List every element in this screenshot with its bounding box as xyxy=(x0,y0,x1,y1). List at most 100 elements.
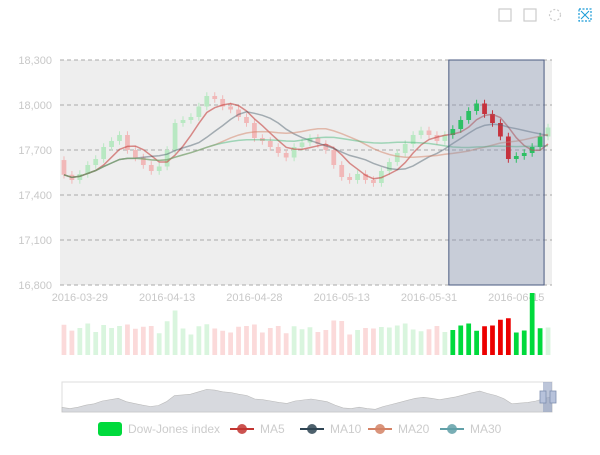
volume-bar xyxy=(259,332,265,355)
volume-bar xyxy=(236,326,241,355)
candle xyxy=(402,140,408,157)
volume-bar xyxy=(180,328,186,355)
volume-bar xyxy=(418,331,424,355)
volume-bar xyxy=(228,332,233,355)
candle-body xyxy=(85,165,91,174)
candle-body xyxy=(498,123,503,137)
candle-body xyxy=(101,147,107,159)
volume-bar xyxy=(307,327,313,355)
volume-bar xyxy=(458,325,464,355)
candle-body xyxy=(410,135,416,144)
candle xyxy=(267,137,273,151)
volume-bar xyxy=(521,330,527,355)
volume-bar xyxy=(315,332,321,355)
candle xyxy=(347,173,353,184)
candle xyxy=(61,156,67,179)
candle xyxy=(283,149,289,162)
candle-body xyxy=(482,103,487,114)
candle-body xyxy=(228,106,233,110)
candle xyxy=(244,113,249,127)
candle-body xyxy=(188,117,194,120)
candle xyxy=(212,92,218,103)
candle xyxy=(252,119,257,142)
legend-marker xyxy=(307,424,317,434)
candle-body xyxy=(291,147,297,158)
x-tick-label: 2016-04-13 xyxy=(139,292,195,304)
volume-bar xyxy=(426,329,432,355)
volume-bar xyxy=(172,310,178,355)
candle xyxy=(93,155,99,169)
zoom-reset-icon-shape xyxy=(523,8,537,22)
candle-body xyxy=(458,120,464,129)
volume-bar xyxy=(482,326,487,355)
legend-label: MA30 xyxy=(470,422,502,436)
candle-body xyxy=(220,99,226,107)
candle-body xyxy=(299,142,305,147)
volume-bar xyxy=(244,326,249,355)
volume-bar xyxy=(204,324,210,355)
volume-bar xyxy=(513,332,519,355)
candle-body xyxy=(442,135,448,141)
brush-rect-icon-cross xyxy=(580,10,590,20)
grid-lines xyxy=(60,59,552,286)
candle xyxy=(172,119,178,154)
volume-bar xyxy=(323,330,329,355)
volume-bar xyxy=(339,321,345,355)
brush-rect-icon xyxy=(578,8,592,22)
volume-bar xyxy=(291,326,297,355)
candle xyxy=(410,131,416,148)
brush-rect[interactable] xyxy=(448,59,545,286)
candle xyxy=(259,134,265,145)
candle xyxy=(474,99,479,115)
candle-body xyxy=(394,153,400,162)
legend-label: MA10 xyxy=(330,422,362,436)
candle-body xyxy=(140,157,146,165)
candle xyxy=(490,110,495,127)
data-zoom-slider[interactable] xyxy=(61,381,557,413)
volume-bar xyxy=(188,334,194,355)
volume-bar xyxy=(498,319,503,355)
candle-body xyxy=(323,144,329,150)
volume-bar xyxy=(386,327,392,355)
ma5-line xyxy=(63,102,549,180)
legend-marker xyxy=(447,424,457,434)
candle-body xyxy=(61,160,67,175)
volume-bar xyxy=(164,321,170,355)
candle-body xyxy=(363,174,368,180)
candle-body xyxy=(490,114,495,123)
legend-item: MA30 xyxy=(440,422,502,436)
volume-bar xyxy=(529,293,535,355)
volume-bar xyxy=(490,325,495,355)
candle xyxy=(331,146,337,169)
candle-body xyxy=(521,153,527,156)
candle-body xyxy=(259,138,265,141)
toolbox xyxy=(498,8,592,22)
volume-bar xyxy=(275,326,281,355)
x-axis: 2016-03-29 2016-04-13 2016-04-28 2016-05-13… xyxy=(52,292,545,304)
candle xyxy=(220,95,226,111)
candle-body xyxy=(418,130,424,135)
legend-item: MA20 xyxy=(368,422,430,436)
candle-body xyxy=(450,129,456,135)
candle xyxy=(85,161,91,178)
candle xyxy=(339,161,345,181)
volume-bar xyxy=(402,323,408,355)
candles xyxy=(61,92,551,187)
candle xyxy=(355,170,360,184)
volume-bar xyxy=(434,326,440,355)
candle xyxy=(156,162,162,175)
candle-body xyxy=(371,180,376,183)
brush-selection[interactable] xyxy=(448,59,545,286)
candle xyxy=(291,143,297,162)
zoom-preview-area xyxy=(61,389,553,413)
volume-bar xyxy=(252,324,257,355)
zoom-handle[interactable] xyxy=(543,382,552,412)
candle-body xyxy=(164,150,170,167)
candle-body xyxy=(125,135,130,150)
candle-body xyxy=(267,141,273,147)
volume-bar xyxy=(537,328,543,355)
ma20-line xyxy=(63,128,549,179)
candle xyxy=(307,134,313,147)
legend-item: MA10 xyxy=(300,422,362,436)
